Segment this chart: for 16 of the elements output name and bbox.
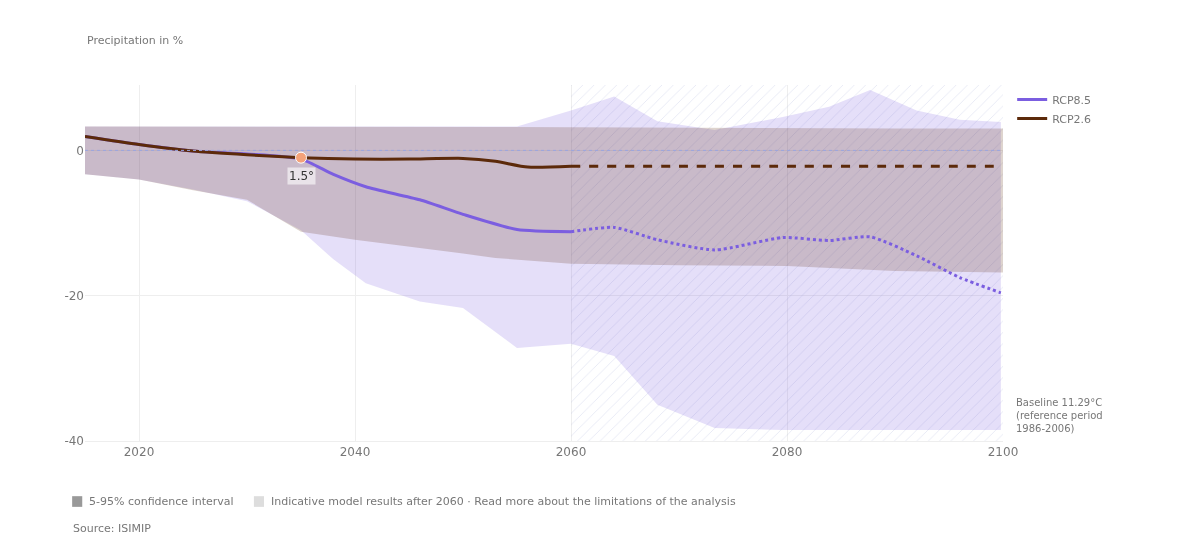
text: Baseline 11.29°C (reference period 1986-2006) xyxy=(1016,397,1103,434)
y-tick-label: 0 xyxy=(76,143,84,158)
x-tick-label: 2020 xyxy=(123,445,155,460)
y-axis-title: Precipitation in % xyxy=(87,34,184,47)
source-note: Source: ISIMIP xyxy=(73,522,152,535)
x-tick-label: 2060 xyxy=(555,445,587,460)
annotation: 1.5° xyxy=(289,169,315,183)
x-tick-label: 2080 xyxy=(771,445,803,460)
x-tick-label: 2100 xyxy=(987,445,1019,460)
y-tick-label: -40 xyxy=(64,434,84,449)
x-tick-label: 2040 xyxy=(339,445,371,460)
legend-label: RCP8.5 xyxy=(1052,93,1092,107)
y-tick-label: -20 xyxy=(64,288,84,303)
legend-label: RCP2.6 xyxy=(1052,112,1092,126)
text: Indicative model results after 2060 · Read more about the limitations of the analysis xyxy=(271,495,736,508)
text: 5-95% confidence interval xyxy=(89,495,234,508)
